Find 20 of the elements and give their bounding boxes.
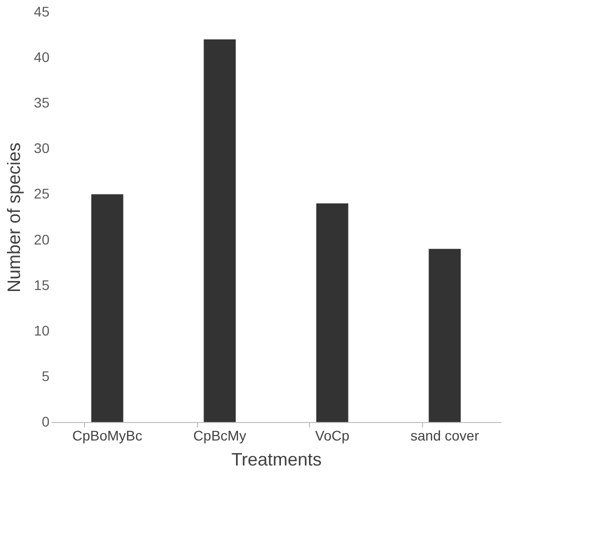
- y-axis-title: Number of species: [4, 142, 24, 293]
- y-tick-label: 40: [34, 49, 50, 66]
- x-tick-label: VoCp: [315, 428, 350, 444]
- bar: [91, 194, 124, 422]
- y-tick-label: 0: [42, 414, 50, 430]
- y-tick-label: 25: [34, 186, 50, 202]
- bar: [204, 39, 236, 422]
- y-tick-label: 5: [42, 368, 50, 384]
- y-tick-label: 30: [34, 140, 50, 156]
- bar: [428, 248, 461, 422]
- x-tick-label: sand cover: [410, 428, 480, 444]
- y-tick-label: 10: [34, 322, 50, 338]
- y-tick-label: 20: [34, 231, 50, 248]
- y-tick-label: 15: [34, 276, 50, 293]
- bar: [316, 203, 348, 422]
- y-tick-label: 45: [34, 4, 50, 20]
- x-tick-label: CpBoMyBc: [72, 428, 142, 444]
- x-tick-label: CpBcMy: [193, 428, 246, 444]
- x-axis-title: Treatments: [231, 450, 322, 470]
- y-tick-label: 35: [34, 94, 50, 111]
